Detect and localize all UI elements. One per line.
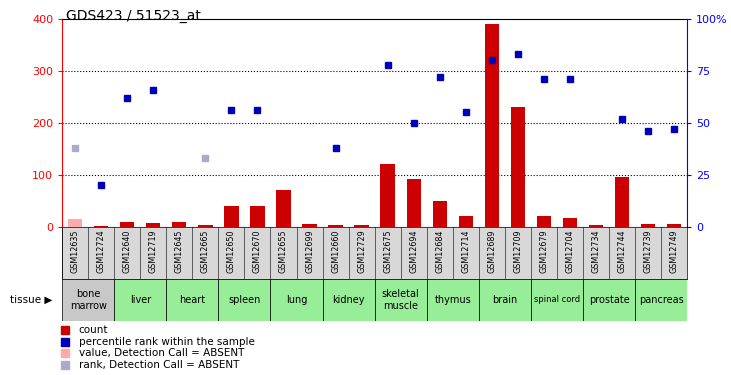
Bar bbox=[615, 177, 629, 227]
Text: brain: brain bbox=[492, 295, 518, 305]
Text: GSM12699: GSM12699 bbox=[305, 230, 314, 273]
Bar bbox=[250, 206, 265, 227]
Text: kidney: kidney bbox=[333, 295, 365, 305]
Bar bbox=[433, 201, 447, 227]
Text: GSM12675: GSM12675 bbox=[383, 230, 392, 273]
Text: GSM12684: GSM12684 bbox=[435, 230, 444, 273]
Bar bbox=[381, 164, 395, 227]
Bar bbox=[641, 224, 655, 227]
Bar bbox=[531, 279, 583, 321]
Bar bbox=[355, 225, 368, 227]
Text: GSM12729: GSM12729 bbox=[357, 230, 366, 273]
Text: percentile rank within the sample: percentile rank within the sample bbox=[79, 337, 254, 347]
Text: GSM12719: GSM12719 bbox=[149, 230, 158, 273]
Text: spinal cord: spinal cord bbox=[534, 296, 580, 304]
Bar bbox=[146, 223, 160, 227]
Bar bbox=[479, 279, 531, 321]
Bar bbox=[328, 225, 343, 227]
Bar bbox=[374, 279, 427, 321]
Bar bbox=[167, 279, 219, 321]
Text: GSM12714: GSM12714 bbox=[461, 230, 470, 273]
Bar bbox=[219, 279, 270, 321]
Text: liver: liver bbox=[129, 295, 151, 305]
Bar bbox=[563, 218, 577, 227]
Text: bone
marrow: bone marrow bbox=[69, 289, 107, 311]
Text: heart: heart bbox=[179, 295, 205, 305]
Text: GSM12650: GSM12650 bbox=[227, 230, 236, 273]
Bar bbox=[511, 107, 525, 227]
Text: GSM12749: GSM12749 bbox=[670, 230, 678, 273]
Bar bbox=[270, 279, 322, 321]
Bar bbox=[173, 222, 186, 227]
Text: GSM12724: GSM12724 bbox=[96, 230, 106, 273]
Text: skeletal
muscle: skeletal muscle bbox=[382, 289, 420, 311]
Text: thymus: thymus bbox=[434, 295, 471, 305]
Bar bbox=[120, 222, 135, 227]
Bar bbox=[94, 226, 108, 227]
Text: prostate: prostate bbox=[588, 295, 629, 305]
Text: GSM12734: GSM12734 bbox=[591, 230, 600, 273]
Bar bbox=[303, 224, 317, 227]
Text: GSM12739: GSM12739 bbox=[643, 230, 653, 273]
Text: GSM12709: GSM12709 bbox=[513, 230, 523, 273]
Bar bbox=[322, 279, 374, 321]
Text: pancreas: pancreas bbox=[639, 295, 683, 305]
Bar bbox=[667, 224, 681, 227]
Text: GSM12655: GSM12655 bbox=[279, 230, 288, 273]
Text: GSM12645: GSM12645 bbox=[175, 230, 183, 273]
Bar bbox=[406, 179, 421, 227]
Text: spleen: spleen bbox=[228, 295, 261, 305]
Bar bbox=[537, 216, 551, 227]
Bar bbox=[583, 279, 635, 321]
Text: tissue ▶: tissue ▶ bbox=[10, 295, 52, 305]
Text: value, Detection Call = ABSENT: value, Detection Call = ABSENT bbox=[79, 348, 244, 358]
Text: GSM12689: GSM12689 bbox=[488, 230, 496, 273]
Text: GSM12635: GSM12635 bbox=[71, 230, 80, 273]
Bar bbox=[68, 219, 83, 227]
Bar bbox=[589, 225, 603, 227]
Bar bbox=[427, 279, 479, 321]
Bar bbox=[458, 216, 473, 227]
Bar bbox=[198, 225, 213, 227]
Text: GSM12670: GSM12670 bbox=[253, 230, 262, 273]
Text: GDS423 / 51523_at: GDS423 / 51523_at bbox=[66, 9, 201, 23]
Text: GSM12694: GSM12694 bbox=[409, 230, 418, 273]
Text: lung: lung bbox=[286, 295, 307, 305]
Text: GSM12704: GSM12704 bbox=[566, 230, 575, 273]
Bar bbox=[635, 279, 687, 321]
Text: GSM12679: GSM12679 bbox=[539, 230, 548, 273]
Text: GSM12665: GSM12665 bbox=[201, 230, 210, 273]
Bar bbox=[485, 24, 499, 227]
Bar bbox=[276, 190, 291, 227]
Text: count: count bbox=[79, 326, 108, 335]
Text: GSM12744: GSM12744 bbox=[618, 230, 626, 273]
Bar bbox=[224, 206, 238, 227]
Text: GSM12660: GSM12660 bbox=[331, 230, 340, 273]
Text: GSM12640: GSM12640 bbox=[123, 230, 132, 273]
Bar bbox=[62, 279, 114, 321]
Bar bbox=[114, 279, 167, 321]
Text: rank, Detection Call = ABSENT: rank, Detection Call = ABSENT bbox=[79, 360, 239, 370]
